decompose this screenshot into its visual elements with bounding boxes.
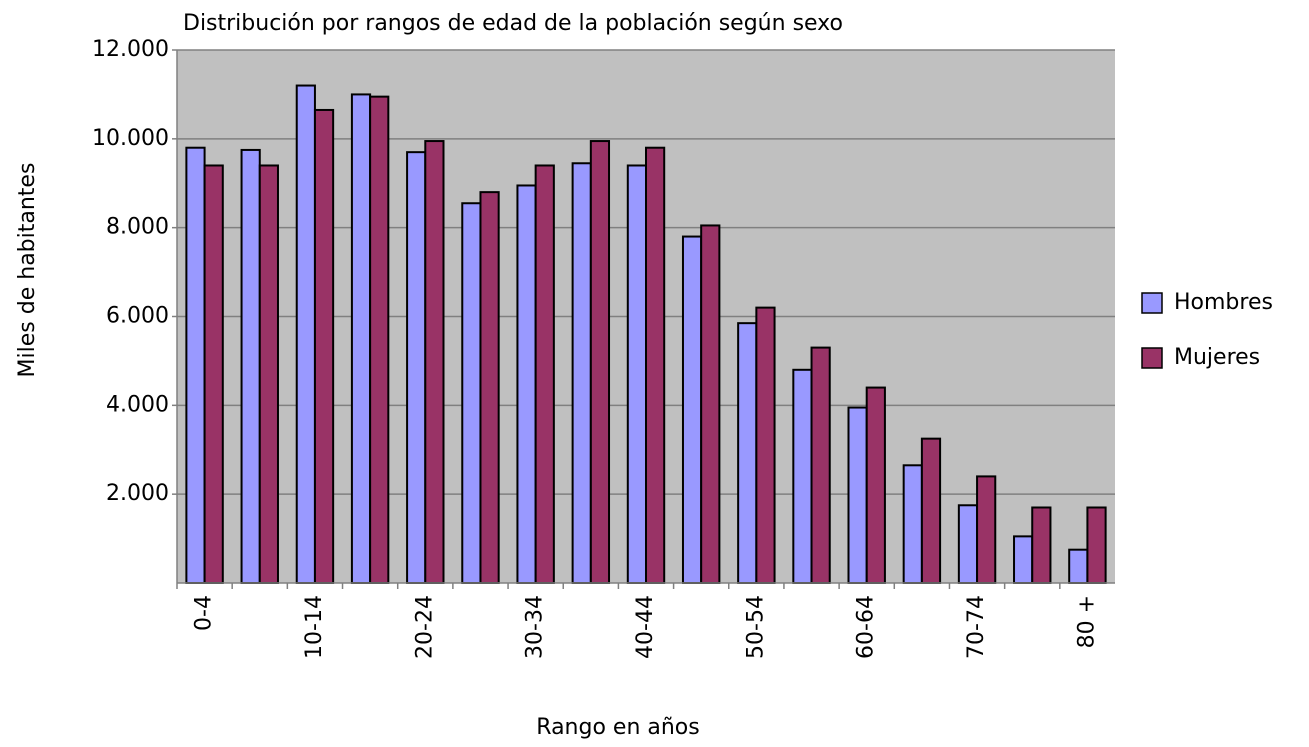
x-tick-label: 80 + [1074, 595, 1099, 648]
legend-label: Mujeres [1174, 345, 1260, 370]
bar [1013, 535, 1034, 584]
bar [461, 202, 482, 585]
x-tick-label: 30-34 [523, 595, 548, 659]
x-tick-label: 20-24 [412, 595, 437, 659]
x-tick-label: 70-74 [964, 595, 989, 659]
bar [313, 108, 335, 585]
y-tick-label: 2.000 [106, 481, 169, 506]
bar [681, 235, 703, 585]
bar [626, 164, 647, 584]
y-tick-label: 12.000 [92, 37, 169, 62]
bar [865, 386, 886, 585]
bar [571, 162, 592, 584]
bar [737, 322, 758, 584]
bar [957, 504, 979, 585]
bar [369, 95, 390, 584]
bar [589, 140, 611, 584]
y-tick-label: 8.000 [106, 215, 169, 240]
bar [920, 437, 942, 585]
x-tick-label: 10-14 [302, 595, 327, 659]
x-tick-label: 60-64 [854, 595, 879, 659]
bar [755, 306, 776, 584]
chart-title: Distribución por rangos de edad de la po… [183, 11, 843, 36]
x-tick-label: 0-4 [192, 595, 217, 631]
bar [424, 140, 445, 584]
x-tick-label: 40-44 [633, 595, 658, 659]
bar [1086, 506, 1107, 584]
y-axis-title: Miles de habitantes [15, 163, 40, 378]
bar [976, 475, 997, 584]
x-tick-label: 50-54 [743, 595, 768, 659]
legend-swatch [1141, 347, 1163, 369]
bar [185, 146, 206, 584]
x-axis-title: Rango en años [536, 715, 699, 740]
bar [406, 151, 427, 585]
y-tick-label: 6.000 [106, 304, 169, 329]
bar [203, 164, 224, 584]
bar [534, 164, 555, 584]
bar [295, 84, 316, 585]
bar [810, 346, 831, 585]
bar [700, 224, 721, 584]
bar [847, 406, 868, 584]
bar [516, 184, 537, 585]
bar [1031, 506, 1052, 584]
bar [645, 146, 666, 584]
legend-swatch [1141, 292, 1163, 314]
bar [479, 191, 500, 584]
bar [1068, 548, 1089, 584]
bar [792, 368, 813, 584]
bar [258, 164, 279, 584]
y-tick-label: 10.000 [92, 126, 169, 151]
bar [240, 148, 261, 584]
bar [350, 93, 372, 585]
bar [902, 464, 923, 585]
legend-label: Hombres [1174, 290, 1273, 315]
y-tick-label: 4.000 [106, 392, 169, 417]
